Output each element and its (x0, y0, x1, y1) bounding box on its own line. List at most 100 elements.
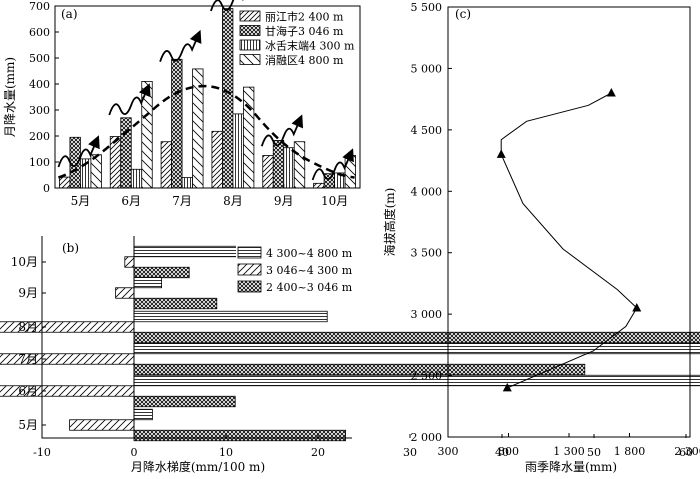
panel-c-y-tick-label: 3 500 (411, 247, 443, 260)
panel-b-bar (115, 287, 135, 299)
panel-a-bar (344, 155, 356, 189)
panel-b-legend-swatch (237, 246, 262, 259)
panel-c-x-ticks: 300 800 1 300 1 800 2 300 (438, 433, 700, 458)
panel-b-y-tick-label: 5月 (18, 418, 38, 432)
panel-a-bar (232, 113, 244, 189)
panel-a-legend-swatch (239, 25, 261, 36)
panel-a-y-tick-label: 500 (29, 52, 50, 65)
panel-a-x-ticks: 5月 6月 7月 8月 9月 10月 (71, 184, 348, 208)
panel-c-x-tick-label: 300 (438, 445, 459, 458)
panel-c-x-axis-label: 雨季降水量(mm) (525, 460, 617, 474)
panel-a-bar (120, 117, 132, 189)
panel-c-y-tick-label: 5 500 (411, 1, 443, 14)
panel-c-x-tick-label: 800 (498, 445, 519, 458)
panel-b-x-tick-label: 10 (219, 446, 233, 459)
panel-a-trend-curve (57, 84, 355, 179)
panel-a-y-ticks: 0 100 200 300 400 500 600 700 (29, 0, 59, 195)
panel-b-bar (133, 266, 190, 279)
panel-b-legend-label: 3 046~4 300 m (266, 264, 353, 277)
panel-a-legend-swatch (239, 10, 261, 22)
panel-a-plot-frame (54, 5, 361, 189)
panel-a-trend-arrow (210, 0, 244, 12)
panel-b-legend-label: 2 400~3 046 m (266, 281, 353, 294)
panel-b-bar (133, 342, 700, 355)
panel-a-trend-arrow (260, 114, 304, 147)
panel-b-bar (133, 297, 218, 310)
panel-a-bar (243, 86, 255, 189)
panel-b-bar (133, 276, 163, 289)
panel-a-bar (272, 140, 285, 189)
panel-c-x-tick-label: 2 300 (674, 445, 700, 458)
panel-c-y-ticks: 2 000 2 500 3 000 3 500 4 000 4 500 5 000 5 500 (411, 1, 452, 444)
panel-a-trend-arrow (159, 29, 202, 62)
panel-b-x-tick-label: 40 (495, 446, 509, 459)
panel-c-markers (496, 88, 642, 392)
panel-a-bar (181, 177, 193, 189)
panel-c-y-tick-label: 3 000 (411, 308, 443, 321)
panel-a-y-axis-label: 月降水量(mm) (3, 57, 17, 137)
panel-c-x-tick-label: 1 300 (553, 445, 585, 458)
panel-b-y-tick-label: 10月 (11, 255, 38, 269)
panel-b-legend-label: 4 300~4 800 m (266, 247, 353, 260)
panel-c-y-tick-label: 4 500 (411, 124, 443, 137)
panel-a-legend-swatch (239, 54, 261, 65)
panel-b-y-tick-label: 6月 (18, 384, 38, 398)
panel-b-x-axis-label: 月降水梯度(mm/100 m) (131, 459, 265, 474)
panel-a-bar (323, 173, 335, 189)
panel-b-legend: 4 300~4 800 m 3 046~4 300 m 2 400~3 046 m (236, 242, 356, 298)
panel-b-x-tick-label: 30 (403, 446, 417, 459)
panel-a-y-tick-label: 100 (29, 156, 50, 169)
panel-c-y-axis-label: 海拔高度(m) (382, 188, 397, 257)
panel-a-trend-arrow (311, 148, 354, 181)
panel-a-bar (171, 58, 183, 189)
panel-a-bar (130, 168, 143, 189)
panel-a-trend-arrow (108, 83, 151, 116)
panel-b-y-tick-label: 9月 (18, 286, 38, 300)
panel-a-x-tick-label: 6月 (121, 194, 141, 208)
panel-b-bar (133, 408, 153, 421)
panel-a-label: (a) (61, 7, 78, 21)
panel-a: (a) 月降水量(mm) 0 100 200 300 400 500 600 700 5月 6月… (3, 0, 361, 208)
panel-a-y-tick-label: 400 (29, 78, 50, 91)
panel-b-bars (0, 245, 700, 442)
panel-b-x-tick-label: -10 (33, 446, 51, 459)
panel-a-bar (293, 141, 306, 189)
panel-b-bar (124, 256, 135, 268)
panel-c-label: (c) (455, 7, 471, 21)
panel-a-y-tick-label: 600 (29, 26, 50, 39)
panel-a-y-tick-label: 700 (29, 0, 50, 13)
panel-a-trend-arrow (57, 135, 100, 168)
panel-a-y-tick-label: 200 (29, 130, 50, 143)
panel-c-triangle-marker (632, 303, 642, 312)
panel-c-profile-line (500, 92, 638, 389)
panel-a-legend-label: 甘海子3 046 m (265, 24, 344, 38)
panel-b-x-tick-label: 20 (311, 446, 325, 459)
panel-a-bar (109, 136, 122, 189)
panel-a-legend-label: 冰舌末端4 300 m (265, 39, 355, 53)
panel-b-legend-swatch (237, 263, 262, 276)
panel-a-bar (211, 130, 223, 189)
panel-a-y-tick-label: 300 (29, 104, 50, 117)
panel-c-y-tick-label: 4 000 (411, 185, 443, 198)
panel-a-bars (59, 8, 356, 189)
panel-b-bar (133, 429, 347, 442)
panel-b-bar (133, 310, 328, 323)
panel-c-y-tick-label: 5 000 (411, 62, 443, 75)
panel-b-x-tick-label: 50 (587, 446, 601, 459)
panel-a-legend-label: 消融区4 800 m (265, 53, 344, 67)
panel-a-bar (313, 182, 325, 189)
panel-b-bar (69, 419, 135, 431)
panel-a-bar (222, 8, 234, 189)
panel-a-x-tick-label: 9月 (274, 194, 294, 208)
panel-b-y-ticks: 10月 9月 8月 7月 6月 5月 (11, 255, 46, 432)
panel-a-bar (59, 176, 71, 189)
panel-a-bar (160, 141, 172, 189)
panel-a-bar (262, 155, 274, 189)
panel-b-legend-swatch (237, 280, 262, 293)
panel-a-x-tick-label: 5月 (71, 194, 91, 208)
panel-a-y-tick-label: 0 (43, 182, 50, 195)
panel-b-bar (133, 363, 586, 376)
panel-b-x-tick-label: 60 (679, 446, 693, 459)
